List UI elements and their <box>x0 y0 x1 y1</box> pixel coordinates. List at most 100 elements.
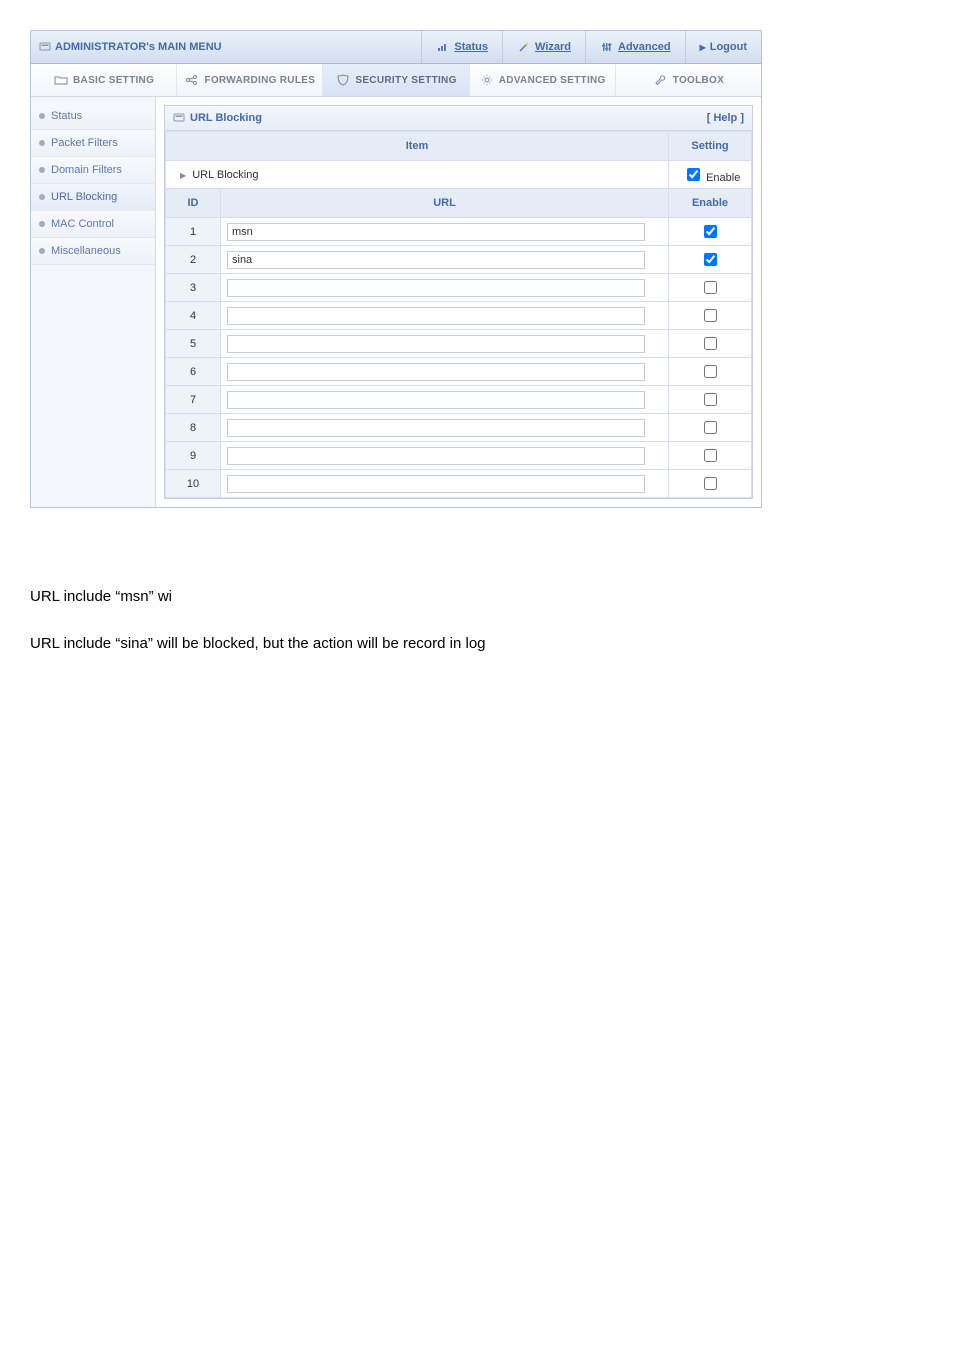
row-enable-checkbox[interactable] <box>704 337 717 350</box>
row-id: 6 <box>166 358 221 386</box>
sidebar-item-mac-control[interactable]: MAC Control <box>31 211 155 238</box>
sidebar-item-label: MAC Control <box>51 218 114 230</box>
row-enable-checkbox[interactable] <box>704 365 717 378</box>
tab-toolbox-label: TOOLBOX <box>673 75 724 86</box>
nav-wizard[interactable]: Wizard <box>502 31 585 63</box>
tabbar: BASIC SETTING FORWARDING RULES SECURITY … <box>31 64 761 97</box>
tab-toolbox[interactable]: TOOLBOX <box>616 64 761 96</box>
bullet-icon <box>39 194 45 200</box>
row-url-cell <box>221 330 669 358</box>
row-enable-checkbox[interactable] <box>704 449 717 462</box>
row-enable-cell <box>669 470 752 498</box>
row-enable-checkbox[interactable] <box>704 281 717 294</box>
panel-title-bar: URL Blocking [ Help ] <box>165 106 752 131</box>
brand-label: ADMINISTRATOR's MAIN MENU <box>55 41 222 53</box>
tab-security-label: SECURITY SETTING <box>355 75 456 86</box>
row-url-cell <box>221 414 669 442</box>
header-setting: Setting <box>669 132 752 161</box>
footer-line-1: URL include “msn” wi <box>30 588 924 605</box>
sidebar-item-url-blocking[interactable]: URL Blocking <box>31 184 155 211</box>
sidebar-item-status[interactable]: Status <box>31 103 155 130</box>
url-input[interactable] <box>227 475 645 493</box>
row-url-cell <box>221 358 669 386</box>
row-url-cell <box>221 246 669 274</box>
sidebar-item-domain-filters[interactable]: Domain Filters <box>31 157 155 184</box>
url-input[interactable] <box>227 447 645 465</box>
bullet-icon <box>39 140 45 146</box>
table-row: 9 <box>166 442 752 470</box>
url-blocking-table: Item Setting ▶ URL Blocking Enable <box>165 131 752 498</box>
sidebar-item-miscellaneous[interactable]: Miscellaneous <box>31 238 155 265</box>
row-enable-checkbox[interactable] <box>704 477 717 490</box>
router-admin-window: ADMINISTRATOR's MAIN MENU Status Wizard <box>30 30 762 508</box>
row-enable-cell <box>669 302 752 330</box>
wand-icon <box>517 41 531 53</box>
tab-forwarding-rules[interactable]: FORWARDING RULES <box>177 64 323 96</box>
help-link[interactable]: [ Help ] <box>707 112 744 124</box>
bullet-icon <box>39 221 45 227</box>
row-enable-cell <box>669 358 752 386</box>
tab-basic-setting[interactable]: BASIC SETTING <box>31 64 177 96</box>
tab-security-setting[interactable]: SECURITY SETTING <box>323 64 469 96</box>
signal-icon <box>436 41 450 53</box>
table-row: 6 <box>166 358 752 386</box>
row-enable-checkbox[interactable] <box>704 421 717 434</box>
triangle-right-icon: ▶ <box>700 43 706 52</box>
row-id: 7 <box>166 386 221 414</box>
nav-advanced[interactable]: Advanced <box>585 31 685 63</box>
url-input[interactable] <box>227 391 645 409</box>
bullet-icon <box>39 248 45 254</box>
tab-basic-label: BASIC SETTING <box>73 75 154 86</box>
table-row: 5 <box>166 330 752 358</box>
sidebar-item-packet-filters[interactable]: Packet Filters <box>31 130 155 157</box>
sidebar-item-label: URL Blocking <box>51 191 117 203</box>
url-input[interactable] <box>227 335 645 353</box>
row-enable-cell <box>669 218 752 246</box>
tab-forward-label: FORWARDING RULES <box>204 75 315 86</box>
url-input[interactable] <box>227 279 645 297</box>
table-row: 10 <box>166 470 752 498</box>
sliders-icon <box>600 41 614 53</box>
row-enable-checkbox[interactable] <box>704 253 717 266</box>
row-url-cell <box>221 470 669 498</box>
row-id: 2 <box>166 246 221 274</box>
url-input[interactable] <box>227 223 645 241</box>
url-input[interactable] <box>227 419 645 437</box>
url-input[interactable] <box>227 251 645 269</box>
header-item: Item <box>166 132 669 161</box>
row-enable-checkbox[interactable] <box>704 225 717 238</box>
row-url-cell <box>221 442 669 470</box>
row-enable-cell <box>669 414 752 442</box>
row-enable-cell <box>669 330 752 358</box>
url-input[interactable] <box>227 307 645 325</box>
sidebar-item-label: Domain Filters <box>51 164 122 176</box>
row-url-cell <box>221 274 669 302</box>
row-url-cell <box>221 302 669 330</box>
row-id: 1 <box>166 218 221 246</box>
tab-advanced-setting[interactable]: ADVANCED SETTING <box>470 64 616 96</box>
disk-icon <box>39 40 51 55</box>
sidebar-item-label: Status <box>51 110 82 122</box>
content: URL Blocking [ Help ] Item Setting ▶ URL… <box>156 97 761 507</box>
row-id: 5 <box>166 330 221 358</box>
header-enable: Enable <box>669 189 752 218</box>
row-enable-checkbox[interactable] <box>704 393 717 406</box>
enable-main-label[interactable]: Enable <box>706 172 740 184</box>
url-blocking-panel: URL Blocking [ Help ] Item Setting ▶ URL… <box>164 105 753 499</box>
nav-logout[interactable]: ▶ Logout <box>685 31 761 63</box>
url-input[interactable] <box>227 363 645 381</box>
footer-line-2: URL include “sina” will be blocked, but … <box>30 635 924 652</box>
row-enable-checkbox[interactable] <box>704 309 717 322</box>
shield-icon <box>335 74 351 86</box>
nav-status[interactable]: Status <box>421 31 502 63</box>
row-enable-cell <box>669 386 752 414</box>
table-row: 2 <box>166 246 752 274</box>
nav-logout-label: Logout <box>710 41 747 53</box>
header-url: URL <box>221 189 669 218</box>
share-icon <box>184 74 200 86</box>
row-url-cell <box>221 218 669 246</box>
table-row: 4 <box>166 302 752 330</box>
gear-icon <box>479 74 495 86</box>
urlblocking-setting-cell: Enable <box>669 161 752 189</box>
enable-main-checkbox[interactable] <box>687 168 700 181</box>
